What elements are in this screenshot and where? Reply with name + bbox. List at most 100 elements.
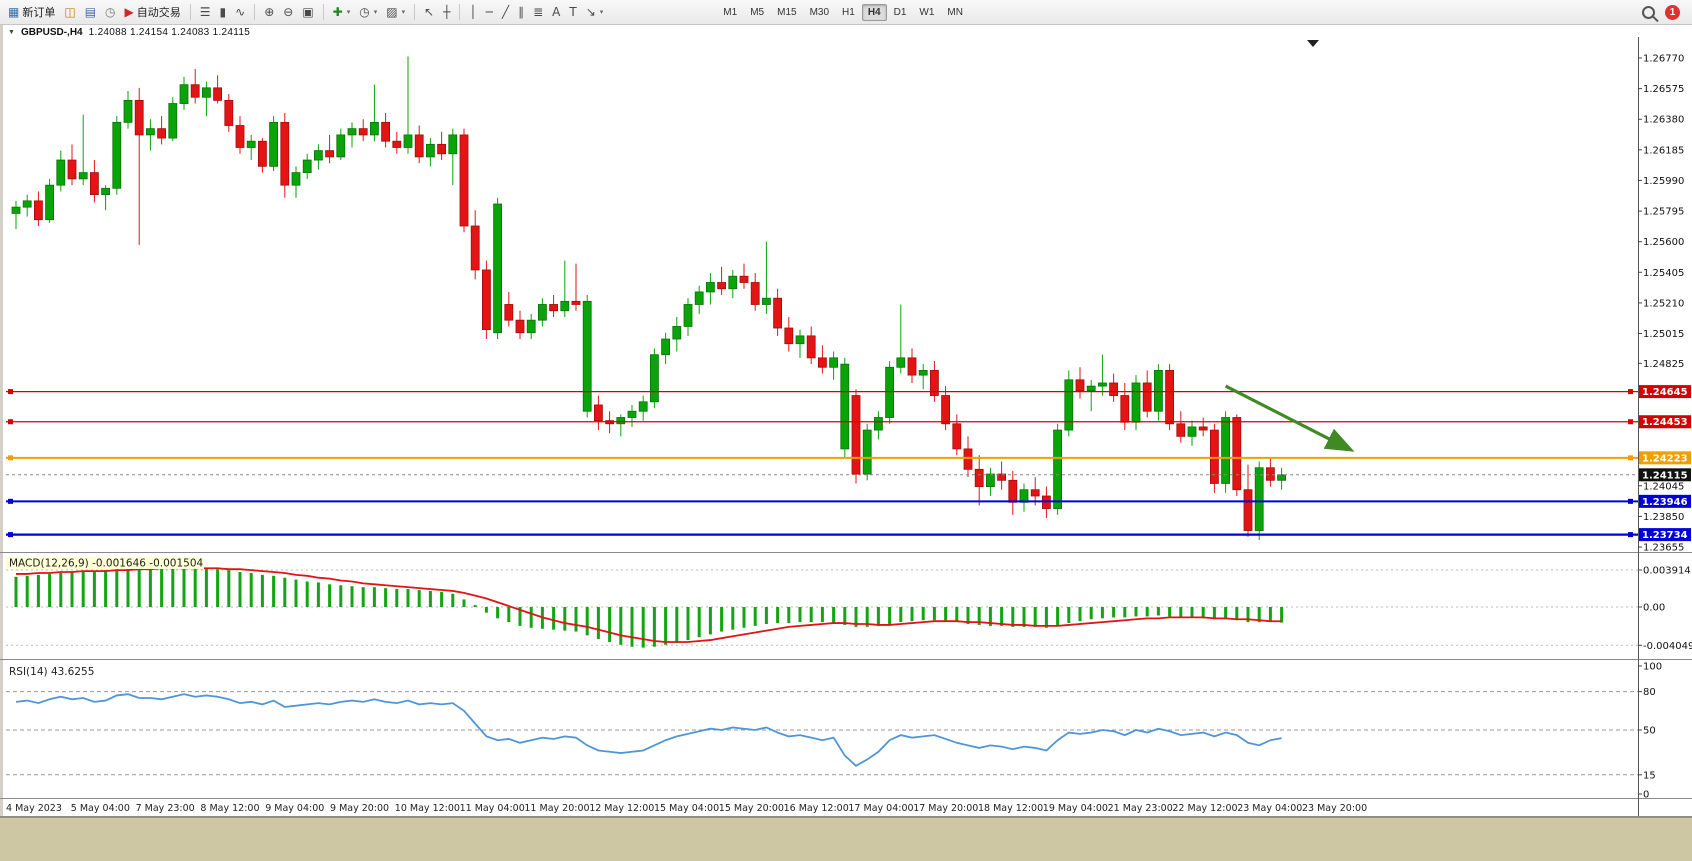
candle-body bbox=[918, 370, 928, 376]
line-chart-button[interactable]: ∿ bbox=[231, 1, 249, 23]
timeframe-h4-button[interactable]: H4 bbox=[861, 3, 887, 21]
line-handle-left[interactable] bbox=[8, 389, 13, 395]
tile-windows-button[interactable]: ▣ bbox=[298, 1, 317, 23]
bar-chart-button-icon: ☰ bbox=[199, 5, 211, 19]
candle-body bbox=[369, 121, 379, 136]
label-button[interactable]: T bbox=[565, 1, 580, 23]
date-label: 10 May 12:00 bbox=[395, 803, 460, 814]
candle-body bbox=[963, 448, 973, 470]
indicators-button-dropdown-icon[interactable]: ▾ bbox=[346, 9, 351, 16]
arrows-button-dropdown-icon[interactable]: ▾ bbox=[599, 9, 604, 16]
timeframe-m5-button[interactable]: M5 bbox=[750, 6, 765, 18]
chart-windows-button[interactable]: ◫ bbox=[60, 1, 79, 23]
timeframe-w1-button[interactable]: W1 bbox=[919, 6, 935, 18]
timeframe-d1-button[interactable]: D1 bbox=[893, 6, 907, 18]
date-axis[interactable]: 4 May 2023 5 May 04:00 7 May 23:00 8 May 12… bbox=[6, 803, 1367, 814]
search-icon[interactable] bbox=[1642, 5, 1655, 19]
templates-button-icon: ▨ bbox=[386, 5, 398, 19]
timeframe-mn-button[interactable]: MN bbox=[947, 6, 963, 18]
bar-chart-button[interactable]: ☰ bbox=[196, 1, 215, 23]
chart-shift-marker[interactable] bbox=[1307, 40, 1319, 47]
candle-body bbox=[145, 128, 155, 136]
crosshair-button[interactable]: ┼ bbox=[439, 1, 454, 23]
price-axis-label: 1.26575 bbox=[1643, 84, 1684, 95]
trendline-button[interactable]: ╱ bbox=[498, 1, 513, 23]
candle-body bbox=[470, 225, 480, 271]
fibonacci-button[interactable]: ≣ bbox=[529, 1, 547, 23]
line-handle-right[interactable] bbox=[1628, 419, 1633, 425]
line-handle-left[interactable] bbox=[8, 498, 13, 504]
indicators-button[interactable]: ✚ ▾ bbox=[329, 1, 355, 23]
timeframe-m15-button[interactable]: M15 bbox=[777, 6, 797, 18]
date-label: 18 May 12:00 bbox=[978, 803, 1043, 814]
candle-body bbox=[806, 335, 816, 359]
candle-body bbox=[1075, 379, 1085, 392]
candle-body bbox=[952, 423, 962, 450]
line-handle-right[interactable] bbox=[1628, 498, 1633, 504]
timeframe-m30-button[interactable]: M30 bbox=[809, 6, 830, 18]
candle-body bbox=[190, 84, 200, 98]
price-tag-label: 1.24115 bbox=[1642, 470, 1688, 481]
candle-body bbox=[862, 429, 872, 475]
periods-button[interactable]: ◷ ▾ bbox=[355, 1, 381, 23]
candle-body bbox=[157, 128, 167, 139]
symbol-dropdown-icon[interactable]: ▼ bbox=[8, 29, 15, 36]
toolbar-separator bbox=[322, 4, 324, 20]
zoom-out-button[interactable]: ⊖ bbox=[279, 1, 297, 23]
candle-body bbox=[1165, 370, 1174, 425]
periods-button-dropdown-icon[interactable]: ▾ bbox=[373, 9, 378, 16]
templates-button-dropdown-icon[interactable]: ▾ bbox=[401, 9, 406, 16]
auto-trading-button[interactable]: ▶ 自动交易 bbox=[121, 1, 185, 23]
profiles-button[interactable]: ▤ bbox=[81, 1, 100, 23]
line-handle-right[interactable] bbox=[1628, 455, 1633, 461]
candle-body bbox=[381, 121, 391, 142]
candle-body bbox=[795, 335, 805, 345]
line-handle-left[interactable] bbox=[8, 532, 13, 538]
date-label: 9 May 04:00 bbox=[265, 803, 324, 814]
candle-body bbox=[1008, 479, 1018, 503]
candle-body bbox=[694, 291, 704, 305]
date-label: 21 May 23:00 bbox=[1108, 803, 1173, 814]
price-axis-label: 1.26380 bbox=[1643, 115, 1684, 126]
timeframe-m1-button[interactable]: M1 bbox=[723, 6, 738, 18]
candle-body bbox=[661, 338, 670, 356]
price-tag-label: 1.23946 bbox=[1642, 497, 1688, 508]
candle-body bbox=[672, 326, 682, 340]
candle-body bbox=[638, 401, 648, 412]
trend-arrow-annotation[interactable] bbox=[1224, 384, 1355, 452]
arrows-button-icon: ↘ bbox=[585, 5, 596, 19]
candle-body bbox=[123, 99, 133, 123]
candle-body bbox=[168, 103, 178, 139]
vertical-line-button[interactable]: │ bbox=[465, 1, 480, 23]
rsi-panel: 100 80 50 15 0 RSI(14) 43.6255 bbox=[6, 662, 1662, 801]
candle-body bbox=[829, 357, 838, 368]
candle-body bbox=[930, 370, 939, 396]
arrows-button[interactable]: ↘ ▾ bbox=[582, 1, 608, 23]
toolbar-items: ▦ 新订单 ◫ ▤ ◷ ▶ 自动交易 ☰ ▮ ∿ ⊕ ⊖ ▣ ✚ ▾ ◷ ▾ ▨ ▾ ↖ ┼ │ ─ ╱ ∥ ≣ A T ↘ ▾ bbox=[4, 1, 607, 23]
line-handle-right[interactable] bbox=[1628, 389, 1633, 395]
timeframe-h1-button[interactable]: H1 bbox=[842, 6, 855, 18]
market-watch-button-icon: ◷ bbox=[105, 5, 116, 19]
line-handle-left[interactable] bbox=[8, 455, 13, 461]
cursor-button[interactable]: ↖ bbox=[420, 1, 438, 23]
line-handle-right[interactable] bbox=[1628, 532, 1633, 538]
candle-body bbox=[784, 327, 794, 345]
zoom-in-button[interactable]: ⊕ bbox=[260, 1, 278, 23]
price-axis-label: 1.25795 bbox=[1643, 207, 1684, 218]
horizontal-line-button[interactable]: ─ bbox=[482, 1, 497, 23]
equidistant-channel-button[interactable]: ∥ bbox=[514, 1, 528, 23]
notification-badge[interactable]: 1 bbox=[1665, 4, 1680, 20]
candle-body bbox=[481, 269, 491, 330]
new-order-button[interactable]: ▦ 新订单 bbox=[4, 1, 59, 23]
text-button[interactable]: A bbox=[548, 1, 564, 23]
candle-body bbox=[1176, 423, 1186, 437]
price-tag bbox=[1639, 415, 1691, 429]
price-axis[interactable]: 1.26770 1.26575 1.26380 1.26185 1.25990 1.257… bbox=[1638, 54, 1691, 554]
line-handle-left[interactable] bbox=[8, 419, 13, 425]
templates-button[interactable]: ▨ ▾ bbox=[382, 1, 409, 23]
market-watch-button[interactable]: ◷ bbox=[101, 1, 119, 23]
candlestick-chart-button[interactable]: ▮ bbox=[216, 1, 231, 23]
date-label: 17 May 20:00 bbox=[913, 803, 978, 814]
candle-body bbox=[1120, 395, 1130, 423]
